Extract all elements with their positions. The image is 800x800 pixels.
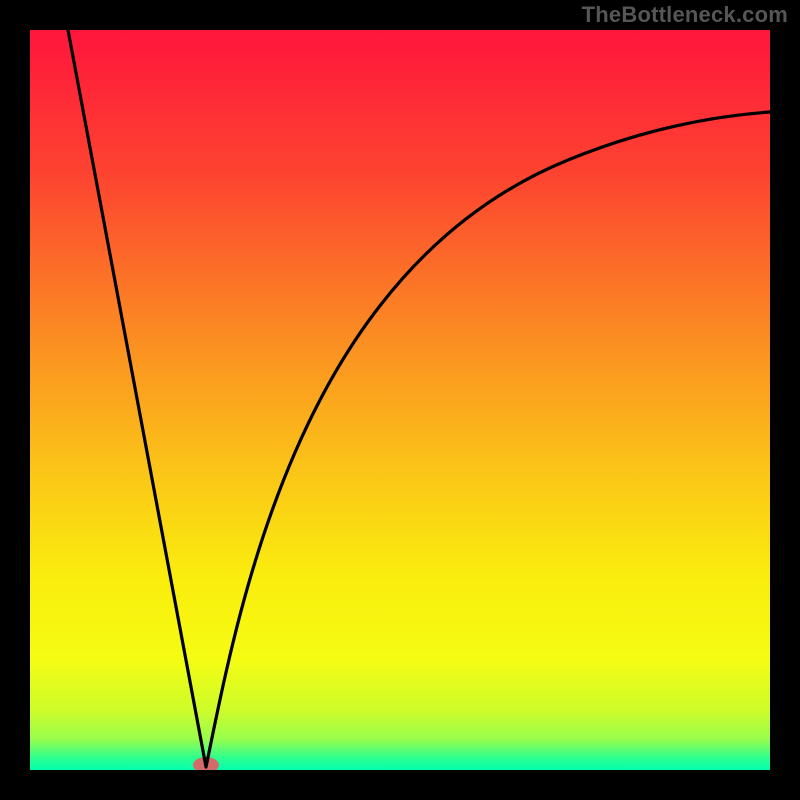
bottleneck-chart-svg [30,30,770,770]
gradient-background [30,30,770,770]
plot-area [30,30,770,770]
watermark-label: TheBottleneck.com [582,2,788,28]
chart-frame: TheBottleneck.com [0,0,800,800]
